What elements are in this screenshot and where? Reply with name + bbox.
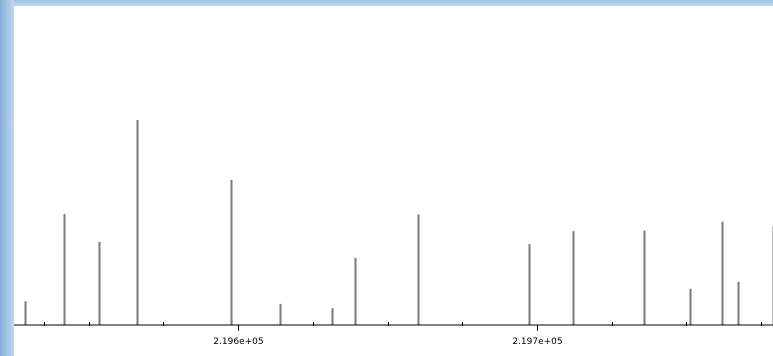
window-top-border [0, 0, 773, 6]
plot-area [14, 6, 773, 356]
x-tick-label: 2.197e+05 [512, 337, 562, 347]
x-minor-ticks [44, 322, 762, 326]
peak-series [24, 120, 773, 325]
window-left-border [0, 0, 14, 356]
x-tick-label: 2.196e+05 [213, 337, 263, 347]
x-major-ticks: 2.196e+05 2.197e+05 [213, 325, 563, 347]
